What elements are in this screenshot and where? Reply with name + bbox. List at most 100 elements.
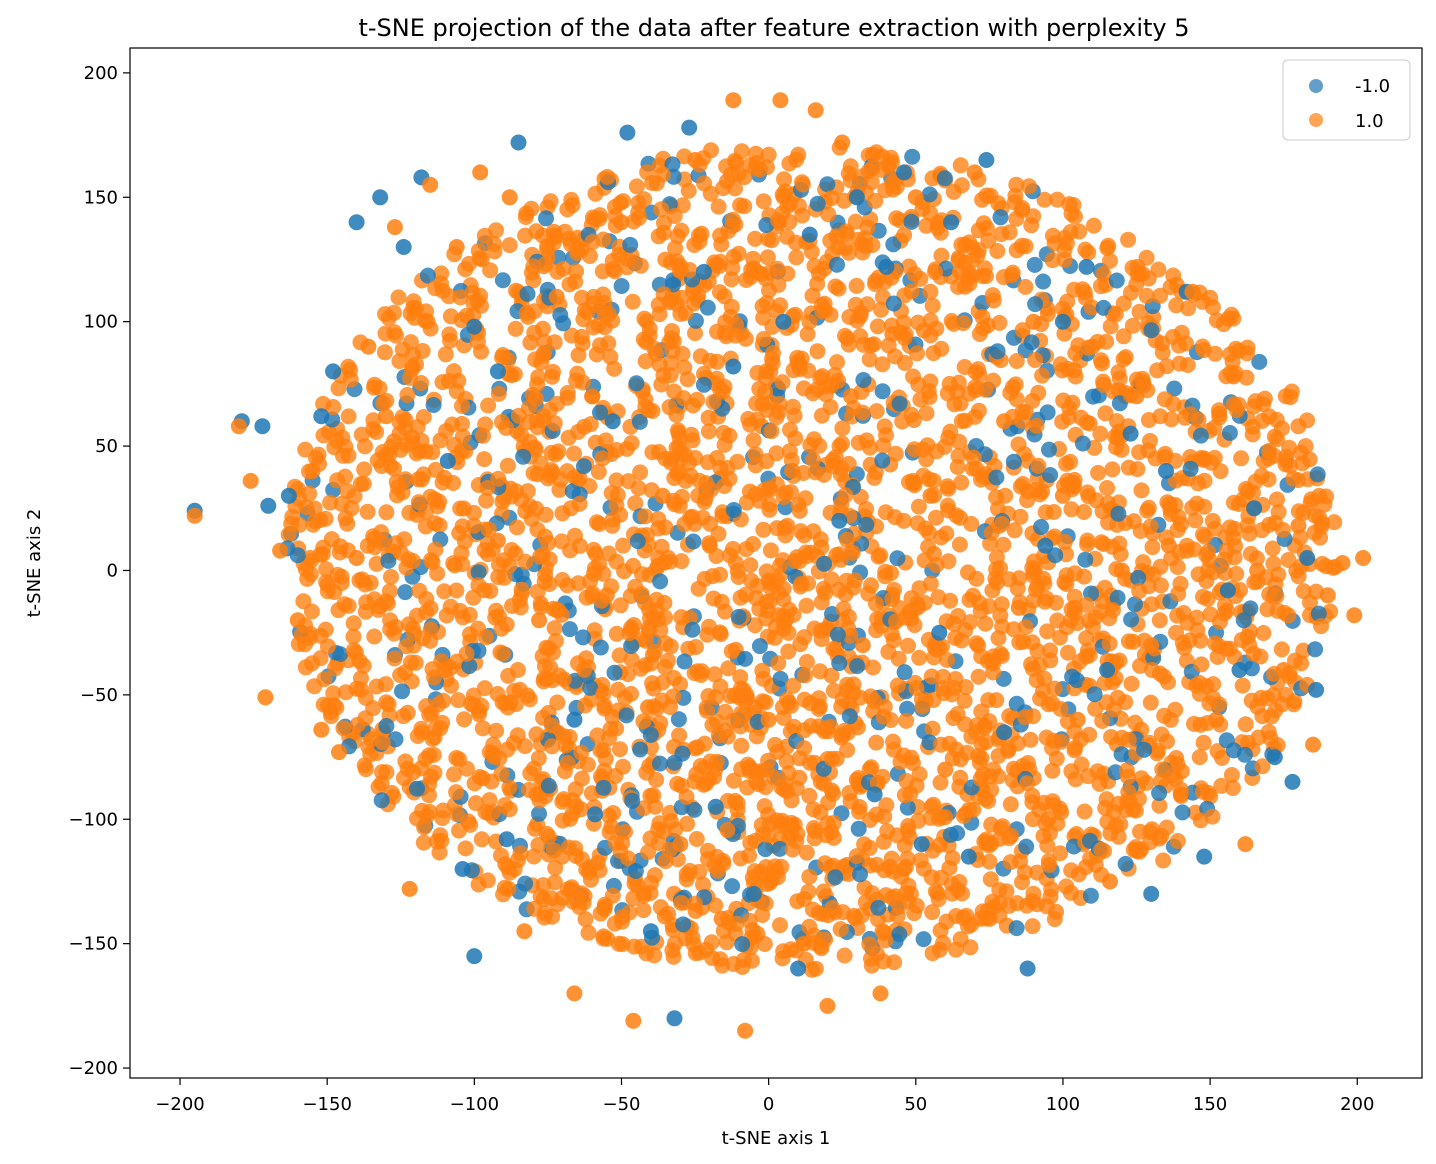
cloud-point xyxy=(1044,695,1061,712)
cloud-point xyxy=(980,232,997,249)
cloud-point xyxy=(340,408,357,425)
point-pos xyxy=(548,288,565,305)
cloud-point xyxy=(904,148,921,165)
point-neg xyxy=(1284,773,1301,790)
cloud-point xyxy=(1056,251,1073,268)
cloud-point xyxy=(628,375,645,392)
point-pos xyxy=(760,711,777,728)
cloud-point xyxy=(515,448,532,465)
cloud-point xyxy=(984,582,1001,599)
cloud-point xyxy=(1261,408,1278,425)
cloud-point xyxy=(618,707,635,724)
cloud-point xyxy=(1117,694,1134,711)
cloud-point xyxy=(339,483,356,500)
cloud-point xyxy=(406,625,422,642)
cloud-point xyxy=(832,921,849,938)
cloud-point xyxy=(806,431,823,448)
cloud-point xyxy=(1268,588,1285,605)
cloud-point xyxy=(549,896,566,912)
cloud-point xyxy=(784,841,801,858)
cloud-point xyxy=(1058,576,1075,592)
cloud-point xyxy=(1228,565,1245,582)
point-pos xyxy=(598,587,615,604)
cloud-point xyxy=(1035,273,1052,290)
cloud-point xyxy=(1110,364,1127,381)
cloud-point xyxy=(284,508,301,525)
cloud-point xyxy=(810,905,827,921)
cloud-point xyxy=(1064,394,1081,411)
cloud-point xyxy=(755,521,772,538)
cloud-point xyxy=(1242,600,1259,617)
cloud-point xyxy=(433,265,450,282)
cloud-point xyxy=(590,463,607,480)
cloud-point xyxy=(911,649,928,666)
cloud-point xyxy=(421,776,438,793)
cloud-point xyxy=(399,760,416,777)
cloud-point xyxy=(365,412,382,429)
cloud-point xyxy=(932,224,949,241)
cloud-point xyxy=(1299,412,1316,429)
cloud-point xyxy=(973,703,990,720)
cloud-point xyxy=(772,670,789,687)
cloud-point xyxy=(737,586,754,603)
cloud-point xyxy=(671,727,688,744)
cloud-point xyxy=(931,836,948,853)
cloud-point xyxy=(457,840,474,857)
cloud-point xyxy=(969,247,986,264)
cloud-point xyxy=(488,222,504,239)
cloud-point xyxy=(1088,492,1105,509)
cloud-point xyxy=(639,164,656,181)
cloud-point xyxy=(823,190,840,207)
point-pos xyxy=(737,1022,754,1039)
cloud-point xyxy=(689,391,706,408)
cloud-point xyxy=(573,328,590,345)
cloud-point xyxy=(1269,737,1286,754)
cloud-point xyxy=(387,731,404,748)
point-pos xyxy=(784,462,801,479)
cloud-point xyxy=(674,488,690,505)
cloud-point xyxy=(587,185,604,202)
x-tick-label: 100 xyxy=(1046,1094,1080,1115)
cloud-point xyxy=(525,258,542,275)
cloud-point xyxy=(520,308,536,325)
cloud-point xyxy=(1003,827,1019,844)
cloud-point xyxy=(626,938,643,955)
cloud-point xyxy=(762,593,778,610)
cloud-point xyxy=(1150,261,1167,278)
cloud-point xyxy=(792,523,809,540)
cloud-point xyxy=(488,602,505,619)
cloud-point xyxy=(830,239,847,255)
cloud-point xyxy=(797,667,814,684)
chart-title: t-SNE projection of the data after featu… xyxy=(358,14,1189,42)
point-neg xyxy=(1158,462,1174,479)
cloud-point xyxy=(379,595,396,612)
data-points-layer xyxy=(186,92,1372,1039)
cloud-point xyxy=(624,293,641,310)
cloud-point xyxy=(606,664,623,681)
cloud-point xyxy=(567,527,583,544)
cloud-point xyxy=(785,398,801,415)
point-neg xyxy=(1019,960,1036,977)
cloud-point xyxy=(1221,425,1238,441)
cloud-point xyxy=(1218,542,1235,559)
cloud-point xyxy=(816,555,833,572)
cloud-point xyxy=(611,647,628,664)
cloud-point xyxy=(696,493,713,510)
cloud-point xyxy=(775,580,792,597)
cloud-point xyxy=(571,470,588,487)
cloud-point xyxy=(819,176,836,193)
cloud-point xyxy=(327,660,343,677)
cloud-point xyxy=(779,691,796,708)
cloud-point xyxy=(935,668,952,685)
cloud-point xyxy=(742,834,759,851)
cloud-point xyxy=(485,736,502,753)
cloud-point xyxy=(575,458,592,475)
cloud-point xyxy=(835,600,852,617)
cloud-point xyxy=(829,256,845,273)
cloud-point xyxy=(1008,210,1025,227)
cloud-point xyxy=(1306,507,1323,524)
cloud-point xyxy=(519,483,536,500)
y-tick-label: −150 xyxy=(69,934,118,955)
cloud-point xyxy=(1046,680,1063,697)
cloud-point xyxy=(952,769,969,786)
